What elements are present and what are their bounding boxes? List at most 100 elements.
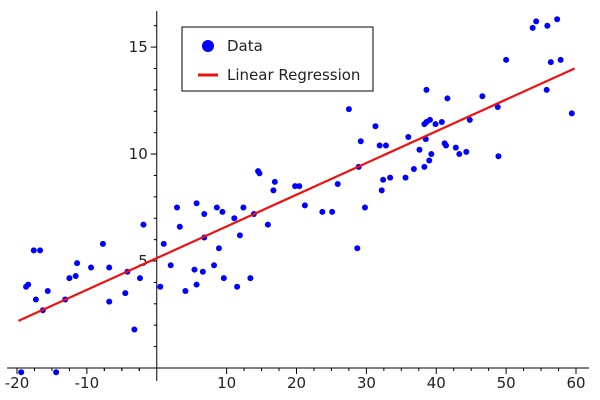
data-point bbox=[329, 208, 336, 215]
data-point bbox=[319, 208, 326, 215]
data-point bbox=[426, 116, 433, 123]
data-point bbox=[88, 264, 95, 271]
data-point bbox=[554, 16, 561, 23]
legend: Data Linear Regression bbox=[181, 26, 374, 92]
y-tick-label: 10 bbox=[129, 145, 148, 163]
data-point bbox=[247, 275, 254, 282]
x-tick-label: 10 bbox=[217, 374, 236, 392]
data-point bbox=[37, 247, 44, 254]
data-point bbox=[182, 287, 189, 294]
data-point bbox=[122, 290, 129, 297]
data-point bbox=[220, 275, 227, 282]
x-tick-label: 40 bbox=[427, 374, 446, 392]
data-point bbox=[99, 240, 106, 247]
data-point bbox=[382, 142, 389, 149]
legend-label-line: Linear Regression bbox=[227, 66, 360, 84]
data-point bbox=[547, 59, 554, 66]
data-point bbox=[456, 151, 463, 158]
regression-line bbox=[17, 67, 576, 322]
data-point bbox=[106, 264, 113, 271]
data-point bbox=[213, 204, 220, 211]
data-point bbox=[444, 95, 451, 102]
data-point bbox=[140, 221, 147, 228]
data-point bbox=[416, 146, 423, 153]
data-point bbox=[361, 204, 368, 211]
data-point bbox=[236, 232, 243, 239]
data-point bbox=[568, 110, 575, 117]
data-point bbox=[334, 181, 341, 188]
x-tick-label: 60 bbox=[566, 374, 585, 392]
data-point bbox=[240, 204, 247, 211]
data-point bbox=[529, 24, 536, 31]
data-point bbox=[387, 174, 394, 181]
x-axis-ticks: -20 -10 10 20 30 40 50 60 bbox=[5, 368, 586, 392]
data-point bbox=[466, 116, 473, 123]
data-point bbox=[174, 204, 181, 211]
y-tick-label: 15 bbox=[129, 38, 148, 56]
data-point bbox=[32, 296, 39, 303]
data-point bbox=[557, 56, 564, 63]
data-point bbox=[160, 240, 167, 247]
data-point bbox=[372, 123, 379, 130]
y-axis-ticks: 5 10 15 bbox=[129, 25, 157, 348]
data-point bbox=[410, 166, 417, 173]
data-point bbox=[72, 273, 79, 280]
data-point bbox=[256, 170, 263, 177]
data-point bbox=[345, 106, 352, 113]
data-point bbox=[193, 281, 200, 288]
data-point bbox=[423, 86, 430, 93]
data-point bbox=[494, 103, 501, 110]
legend-label-data: Data bbox=[227, 37, 263, 55]
x-tick-label: 50 bbox=[497, 374, 516, 392]
legend-marker-data bbox=[202, 40, 214, 52]
data-point bbox=[106, 298, 113, 305]
data-point bbox=[357, 138, 364, 145]
data-point bbox=[292, 183, 299, 190]
data-point bbox=[421, 163, 428, 170]
data-point bbox=[432, 121, 439, 128]
data-point bbox=[136, 275, 143, 282]
data-point bbox=[215, 245, 222, 252]
data-point bbox=[199, 268, 206, 275]
data-point bbox=[176, 223, 183, 230]
data-point bbox=[378, 187, 385, 194]
data-point bbox=[201, 210, 208, 217]
data-point bbox=[543, 86, 550, 93]
data-point bbox=[402, 174, 409, 181]
data-point bbox=[533, 18, 540, 25]
regression-line-layer bbox=[17, 67, 576, 322]
data-point bbox=[193, 200, 200, 207]
data-point bbox=[18, 369, 25, 376]
x-tick-label: 20 bbox=[287, 374, 306, 392]
data-point bbox=[270, 187, 277, 194]
data-point bbox=[131, 326, 138, 333]
data-point bbox=[463, 148, 470, 155]
data-points bbox=[18, 16, 575, 376]
data-point bbox=[443, 142, 450, 149]
data-point bbox=[544, 22, 551, 29]
data-point bbox=[438, 118, 445, 125]
data-point bbox=[53, 369, 60, 376]
data-point bbox=[167, 262, 174, 269]
data-point bbox=[211, 262, 218, 269]
y-tick-label: 5 bbox=[138, 252, 148, 270]
x-tick-label: -20 bbox=[5, 374, 30, 392]
data-point bbox=[495, 153, 502, 160]
data-point bbox=[231, 215, 238, 222]
data-point bbox=[376, 142, 383, 149]
data-point bbox=[25, 281, 32, 288]
data-point bbox=[264, 221, 271, 228]
data-point bbox=[503, 56, 510, 63]
data-point bbox=[271, 178, 278, 185]
data-point bbox=[219, 208, 226, 215]
data-point bbox=[428, 151, 435, 158]
data-point bbox=[301, 202, 308, 209]
data-point bbox=[30, 247, 37, 254]
data-point bbox=[66, 275, 73, 282]
data-point bbox=[296, 183, 303, 190]
data-point bbox=[44, 287, 51, 294]
x-tick-label: -10 bbox=[75, 374, 100, 392]
legend-box bbox=[181, 26, 374, 92]
data-point bbox=[74, 260, 81, 267]
